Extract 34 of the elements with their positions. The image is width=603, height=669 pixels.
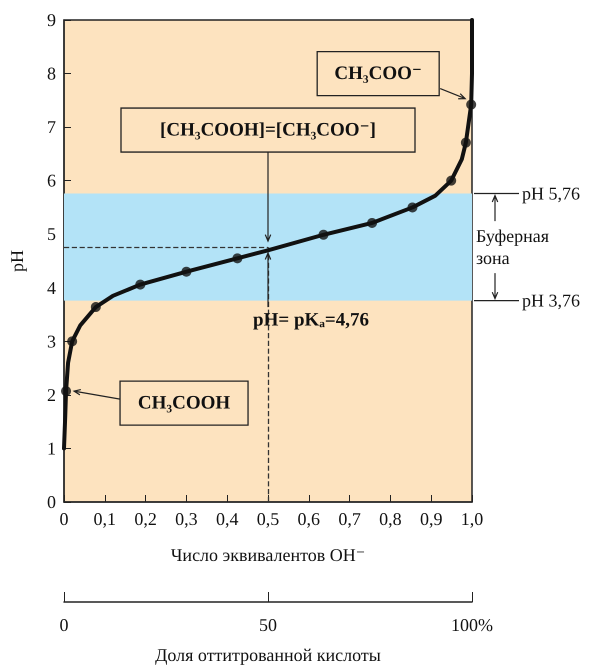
x-tick-label: 0,8 [379,509,402,529]
x2-tick-label: 50 [259,615,277,635]
y-tick-label: 1 [47,438,56,458]
x-tick-label: 0,7 [338,509,361,529]
annotation: pH= pKₐ=4,76 [253,310,369,331]
y-axis-title: pH [7,250,27,272]
x2-tick-label: 0 [60,615,68,635]
x-tick-label: 0,3 [175,509,198,529]
y-tick-label: 9 [47,10,56,30]
x-tick-label: 0,5 [256,509,280,529]
x-tick-label: 0,6 [298,509,320,529]
x-tick-label: 0 [60,509,68,529]
y-tick-label: 3 [47,331,56,352]
x-tick-label: 0,4 [216,509,238,529]
x-tick-label: 0,9 [420,509,442,529]
y-tick-label: 8 [47,64,56,84]
x2-axis-title: Доля оттитрованной кислоты [155,645,381,665]
x-tick-label: 0,1 [94,509,116,529]
annotation: [CH₃COOH]=[CH₃COO⁻] [160,120,376,141]
y-tick-label: 6 [47,170,56,191]
x2-tick-label: 100% [451,615,493,635]
x-tick-label: 0,2 [134,509,157,529]
y-tick-label: 4 [47,278,56,298]
x-axis-title: Число эквивалентов OH⁻ [170,545,366,565]
x-tick-label: 1,0 [460,509,484,529]
band-label: Буферная зона [476,226,549,268]
annotation: CH₃COO⁻ [334,63,422,84]
ref-line-label: pH 3,76 [522,290,580,311]
y-tick-label: 0 [47,492,56,512]
ref-line-label: pH 5,76 [522,184,580,204]
y-tick-label: 5 [47,224,56,244]
y-tick-label: 7 [47,117,56,138]
annotation: CH₃COOH [138,392,230,414]
y-tick-label: 2 [47,384,56,405]
